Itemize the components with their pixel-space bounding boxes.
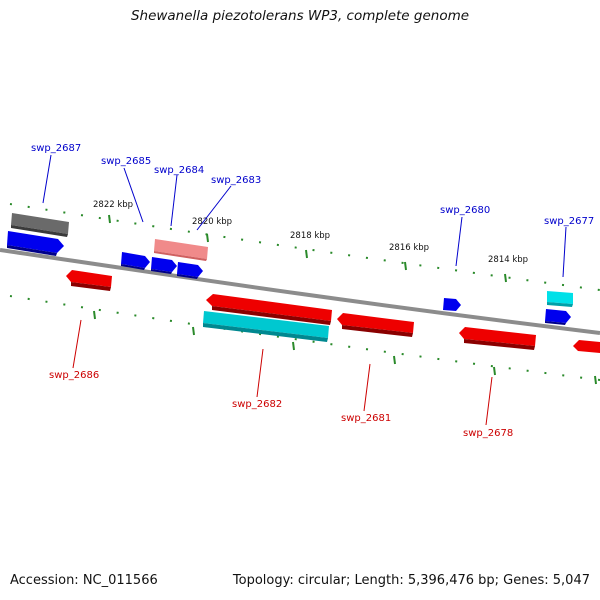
reverse-gene-swp_2681[interactable] bbox=[337, 313, 414, 333]
major-tick bbox=[108, 214, 111, 224]
major-tick bbox=[93, 310, 96, 320]
reverse-gene-swp_2686[interactable] bbox=[66, 270, 112, 287]
leader-line bbox=[256, 348, 264, 398]
forward-gene-swp_2687[interactable] bbox=[7, 231, 64, 253]
leader-line bbox=[485, 376, 493, 426]
forward-gene-swp_2684[interactable] bbox=[151, 257, 177, 272]
forward-gene-swp_2677[interactable] bbox=[545, 309, 571, 323]
leader-line bbox=[363, 363, 371, 412]
forward-gene-swp_2680[interactable] bbox=[443, 298, 461, 311]
rna-feature-swp_2682[interactable] bbox=[203, 311, 329, 338]
pseudogene-feature-shadow bbox=[154, 251, 207, 261]
reverse-gene-edge[interactable] bbox=[573, 340, 600, 353]
leader-line bbox=[562, 226, 567, 278]
gene-shadow bbox=[7, 245, 57, 256]
gene-label[interactable]: swp_2686 bbox=[49, 370, 99, 381]
gene-label[interactable]: swp_2677 bbox=[544, 216, 594, 227]
rna-feature[interactable] bbox=[547, 291, 573, 304]
leader-line bbox=[72, 319, 82, 369]
gene-shadow bbox=[121, 264, 145, 270]
gene-label[interactable]: swp_2682 bbox=[232, 399, 282, 410]
gray-feature-shadow bbox=[11, 225, 68, 237]
leader-line bbox=[123, 167, 144, 223]
major-tick bbox=[594, 375, 597, 385]
leader-line bbox=[170, 174, 178, 227]
gray-feature[interactable] bbox=[11, 213, 69, 234]
gene-shadow bbox=[71, 282, 111, 291]
genome-summary-text: Topology: circular; Length: 5,396,476 bp… bbox=[232, 573, 590, 588]
major-ticks-upper bbox=[108, 214, 507, 283]
gene-shadow bbox=[212, 306, 331, 325]
pseudogene-feature[interactable] bbox=[154, 239, 208, 259]
major-tick bbox=[305, 249, 308, 259]
tick-label: 2818 kbp bbox=[290, 231, 330, 241]
leader-line bbox=[455, 216, 463, 267]
reverse-gene-swp_2678[interactable] bbox=[459, 327, 536, 346]
forward-gene-swp_2685[interactable] bbox=[121, 252, 150, 268]
gene-shadow bbox=[342, 325, 413, 337]
gene-label[interactable]: swp_2685 bbox=[101, 156, 151, 167]
gene-shadow bbox=[545, 321, 566, 325]
leader-line bbox=[42, 154, 52, 204]
tick-label: 2820 kbp bbox=[192, 217, 232, 227]
gene-label[interactable]: swp_2684 bbox=[154, 165, 204, 176]
lower-tick-row bbox=[9, 295, 600, 381]
rna-feature-shadow bbox=[547, 302, 573, 307]
major-tick bbox=[404, 261, 407, 271]
gene-label[interactable]: swp_2680 bbox=[440, 205, 490, 216]
gene-shadow bbox=[177, 274, 198, 279]
tick-label: 2822 kbp bbox=[93, 200, 133, 210]
rna-feature-shadow bbox=[203, 323, 328, 342]
gene-label[interactable]: swp_2678 bbox=[463, 428, 513, 439]
gene-shadow bbox=[151, 269, 172, 274]
major-tick bbox=[192, 326, 195, 336]
major-tick bbox=[493, 366, 496, 376]
accession-text: Accession: NC_011566 bbox=[10, 573, 158, 588]
major-tick bbox=[504, 273, 507, 283]
reverse-gene-a[interactable] bbox=[206, 294, 332, 321]
gene-label[interactable]: swp_2683 bbox=[211, 175, 261, 186]
gene-shadow bbox=[464, 339, 535, 350]
forward-gene-swp_2683[interactable] bbox=[177, 262, 203, 277]
gene-label[interactable]: swp_2687 bbox=[31, 143, 81, 154]
tick-label: 2814 kbp bbox=[488, 255, 528, 265]
gene-label[interactable]: swp_2681 bbox=[341, 413, 391, 424]
genome-backbone bbox=[0, 248, 600, 335]
genome-title: Shewanella piezotolerans WP3, complete g… bbox=[130, 8, 470, 24]
major-tick bbox=[206, 233, 209, 243]
major-ticks-lower bbox=[93, 310, 597, 385]
leader-line bbox=[196, 185, 232, 231]
upper-tick-row bbox=[9, 203, 600, 291]
tick-label: 2816 kbp bbox=[389, 243, 429, 253]
major-tick bbox=[393, 355, 396, 365]
major-tick bbox=[292, 341, 295, 351]
